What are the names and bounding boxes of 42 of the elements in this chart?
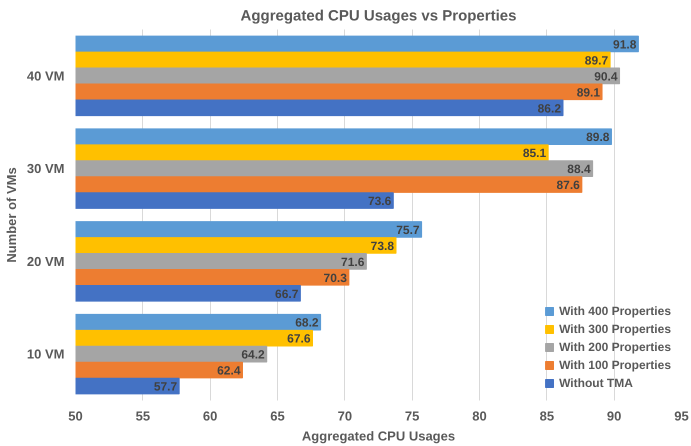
y-tick-label: 20 VM	[26, 254, 65, 269]
data-label: 91.8	[613, 37, 637, 52]
data-label: 86.2	[538, 101, 562, 116]
legend-label: With 200 Properties	[559, 340, 671, 354]
data-label: 67.6	[287, 332, 311, 346]
x-tick-label: 95	[674, 408, 689, 424]
legend-label: Without TMA	[559, 376, 633, 390]
chart-title: Aggregated CPU Usages vs Properties	[240, 8, 516, 24]
data-label: 89.1	[576, 85, 600, 100]
x-tick-label: 80	[472, 408, 487, 424]
x-tick-label: 85	[540, 408, 554, 424]
data-label: 87.6	[556, 178, 580, 192]
x-tick-label: 55	[136, 408, 150, 424]
data-label: 64.2	[241, 348, 266, 362]
x-tick-label: 75	[404, 408, 420, 424]
data-label: 70.3	[324, 270, 348, 285]
data-label: 66.7	[275, 286, 299, 301]
x-tick-label: 70	[338, 408, 352, 424]
y-tick-label: 40 VM	[26, 68, 65, 84]
x-tick-label: 50	[68, 408, 83, 424]
data-label: 73.8	[370, 238, 394, 253]
x-tick-label: 90	[606, 408, 622, 424]
x-axis-title: Aggregated CPU Usages	[302, 428, 456, 444]
data-label: 89.8	[586, 130, 610, 144]
data-label: 57.7	[154, 380, 178, 394]
y-tick-label: 30 VM	[26, 161, 65, 176]
y-tick-label: 10 VM	[26, 346, 65, 362]
x-tick-label: 65	[270, 408, 285, 424]
data-label: 90.4	[594, 69, 618, 84]
x-tick-label: 60	[202, 408, 218, 424]
data-label: 71.6	[341, 254, 365, 269]
legend-label: With 100 Properties	[559, 358, 671, 372]
legend-label: With 300 Properties	[559, 322, 671, 336]
data-label: 85.1	[522, 146, 547, 160]
y-axis-title: Number of VMs	[4, 167, 19, 263]
data-label: 75.7	[396, 222, 420, 237]
legend-label: With 400 Properties	[559, 304, 671, 318]
data-label: 68.2	[295, 316, 319, 330]
data-label: 89.7	[584, 53, 608, 68]
data-label: 73.6	[368, 194, 392, 208]
data-label: 88.4	[567, 162, 591, 176]
data-label: 62.4	[217, 364, 241, 378]
